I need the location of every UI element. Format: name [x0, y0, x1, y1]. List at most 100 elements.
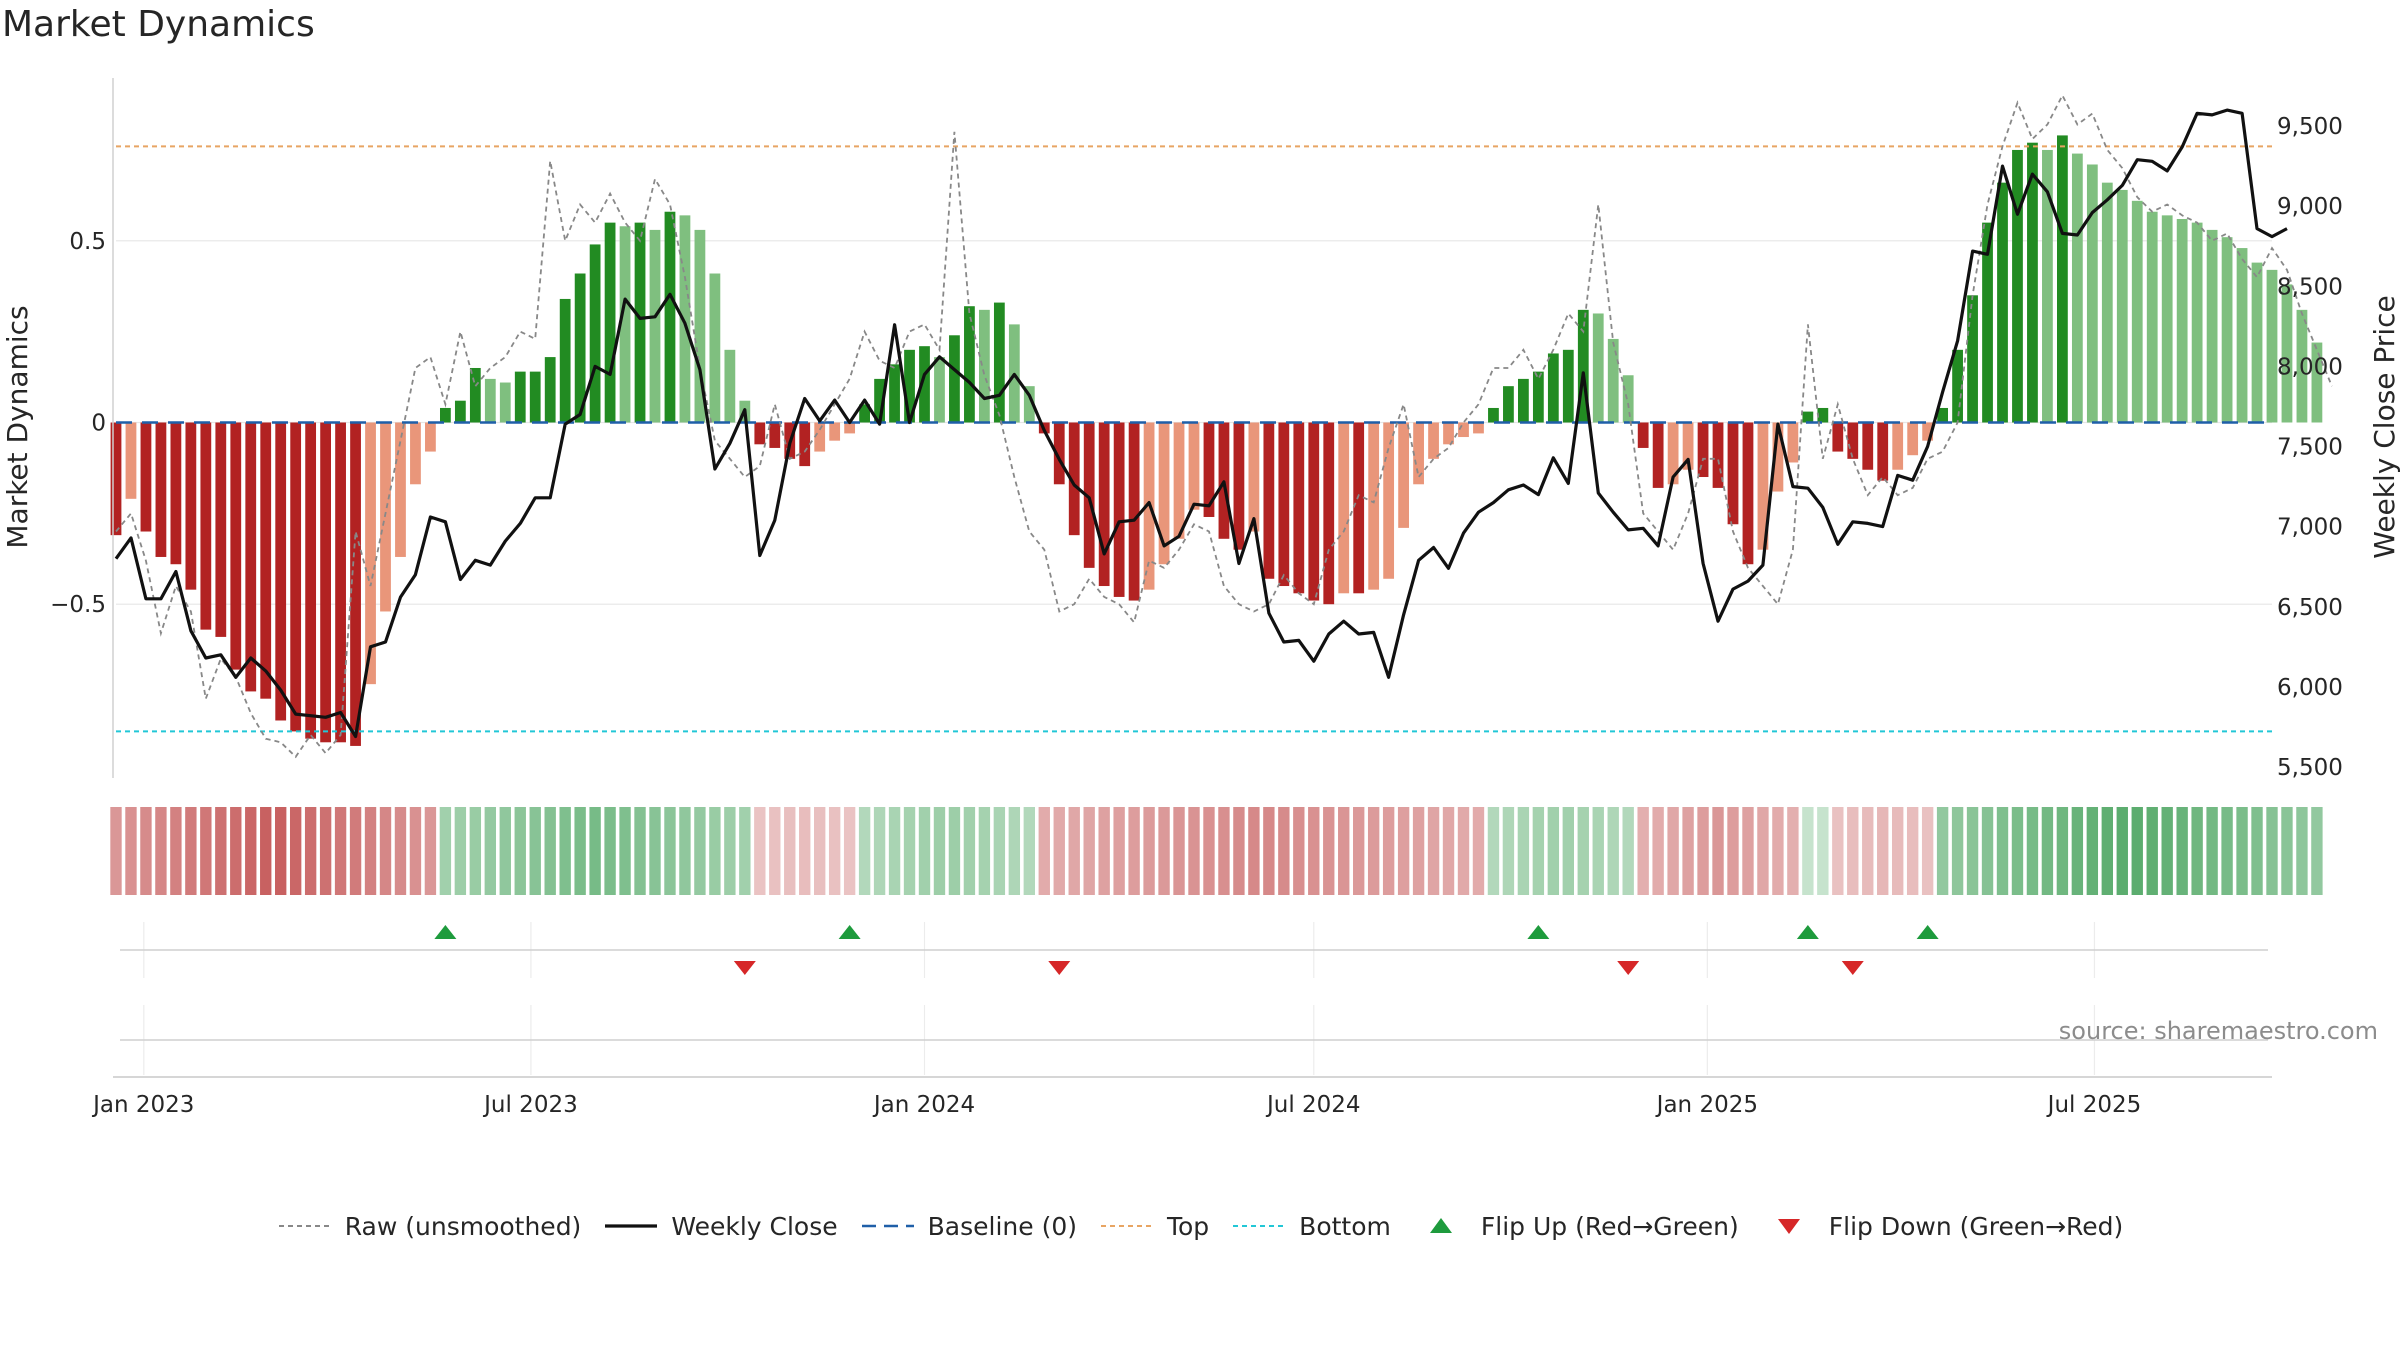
regime-cell	[529, 807, 541, 895]
regime-cell	[349, 807, 362, 895]
bar	[200, 422, 212, 630]
bar	[1652, 422, 1664, 488]
bar	[919, 346, 930, 423]
bar	[1293, 422, 1305, 594]
regime-cell	[1427, 807, 1440, 895]
regime-cell	[918, 807, 931, 895]
bar	[2116, 189, 2128, 423]
bar	[469, 367, 481, 423]
x-tick-label: Jan 2023	[91, 1092, 194, 1118]
bar	[1607, 338, 1619, 423]
flip-up-marker	[434, 925, 457, 939]
bar	[2251, 262, 2263, 423]
bar	[1278, 422, 1290, 587]
regime-cell	[1921, 807, 1934, 895]
regime-cell	[2281, 807, 2293, 895]
regime-cell	[1472, 807, 1485, 895]
bar	[1727, 422, 1739, 525]
regime-cell	[1652, 807, 1664, 895]
bar	[664, 211, 676, 423]
regime-cell	[799, 807, 811, 895]
regime-cell	[1682, 807, 1694, 895]
regime-cell	[469, 807, 482, 895]
regime-cell	[110, 807, 122, 895]
bar	[275, 422, 287, 721]
regime-cell	[828, 807, 841, 895]
flip-up-marker	[838, 925, 861, 939]
regime-cell	[514, 807, 526, 895]
y2-tick-label: 8,500	[2277, 274, 2343, 300]
regime-cell	[1143, 807, 1155, 895]
chart-title: Market Dynamics	[2, 4, 315, 45]
bar	[350, 422, 361, 746]
bar	[1697, 422, 1709, 478]
bar	[1233, 422, 1245, 550]
bar-group	[110, 135, 2323, 746]
x-tick-label: Jan 2025	[1655, 1092, 1758, 1118]
regime-cell	[2296, 807, 2308, 895]
regime-cell	[125, 807, 137, 895]
regime-cell	[604, 807, 616, 895]
regime-cell	[1263, 807, 1275, 895]
regime-cell	[1877, 807, 1889, 895]
regime-cell	[319, 807, 332, 895]
regime-cell	[1892, 807, 1904, 895]
bar	[889, 364, 900, 423]
regime-cell	[200, 807, 212, 895]
flip-down-marker	[1841, 961, 1864, 975]
bar	[140, 422, 152, 532]
regime-cell	[1412, 807, 1425, 895]
bar	[514, 371, 526, 423]
bar	[859, 404, 871, 423]
regime-cell	[334, 807, 347, 895]
y-tick-label: −0.5	[50, 592, 106, 618]
legend-item: Bottom	[1231, 1212, 1391, 1241]
bar	[1353, 422, 1365, 594]
bar	[1308, 422, 1320, 601]
bar	[484, 378, 496, 423]
bar	[2027, 142, 2038, 423]
regime-cell	[2086, 807, 2099, 895]
bar	[1443, 422, 1454, 445]
legend-symbol	[1429, 1218, 1452, 1233]
bar	[769, 422, 781, 448]
line-group	[114, 93, 2333, 759]
bar	[1832, 422, 1844, 452]
bar	[1802, 411, 1814, 423]
regime-cell	[1188, 807, 1200, 895]
legend-marker	[1429, 1218, 1452, 1233]
bar	[170, 422, 182, 565]
regime-cell	[1323, 807, 1335, 895]
regime-cell	[1847, 807, 1859, 895]
regime-cell	[544, 807, 556, 895]
regime-cell	[1532, 807, 1545, 895]
flip-up-marker	[1527, 925, 1550, 939]
regime-cell	[1637, 807, 1649, 895]
regime-cell	[2176, 807, 2188, 895]
regime-cell	[1996, 807, 2009, 895]
regime-cell	[1008, 807, 1021, 895]
bar	[2131, 200, 2143, 423]
regime-cell	[1338, 807, 1350, 895]
bar	[1113, 422, 1125, 597]
y2-tick-label: 9,500	[2277, 114, 2343, 140]
bar	[934, 357, 945, 423]
bar	[1952, 349, 1963, 423]
regime-cell	[664, 807, 676, 895]
x-tick-label: Jul 2023	[482, 1092, 578, 1118]
regime-cell	[1697, 807, 1709, 895]
regime-cell	[1562, 807, 1574, 895]
bar	[1488, 407, 1499, 423]
regime-cell	[993, 807, 1006, 895]
regime-cell	[185, 807, 197, 895]
bar	[993, 302, 1005, 423]
bar	[2146, 211, 2158, 423]
bar	[2101, 182, 2113, 423]
bar	[1503, 386, 1514, 423]
bar	[2042, 149, 2053, 423]
legend-label: Raw (unsmoothed)	[344, 1211, 582, 1241]
regime-cell	[1487, 807, 1500, 895]
bar	[619, 226, 631, 423]
regime-cell	[978, 807, 991, 895]
regime-cell	[1233, 807, 1245, 895]
